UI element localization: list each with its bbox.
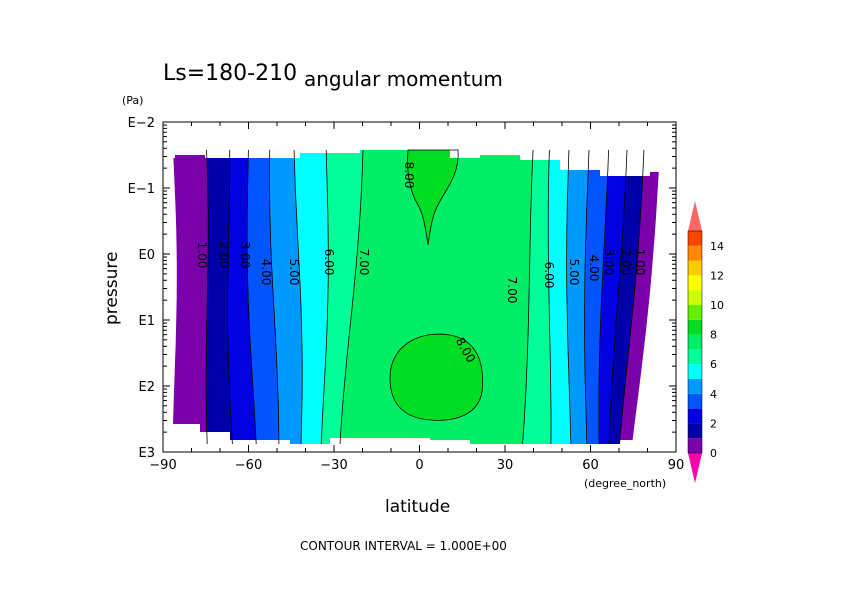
contour-label: 5.00 [287,259,301,286]
contour-label: 1.00 [195,242,209,269]
colorbar-frame [687,230,703,454]
colorbar-swatch [688,334,702,350]
colorbar-swatch [688,379,702,394]
contour-line [547,149,552,445]
contour-label: 3.00 [238,242,252,269]
missing-data-top [163,122,676,176]
contour-label: 6.00 [322,249,336,276]
contour-lines [205,149,645,445]
contour-line [246,149,257,445]
contour-line [205,149,209,445]
x-axis: −90 −60 −30 0 30 60 90 [149,122,684,473]
colorbar-tick-label: 2 [710,417,717,430]
contour-line [566,149,572,445]
colorbar-tick-label: 8 [710,329,717,342]
colorbar-swatch [688,275,702,291]
colorbar-swatch [688,260,702,276]
colorbar-swatch [688,245,702,261]
contour-line [619,149,645,445]
colorbar: 0 2 4 6 8 10 12 14 [687,201,724,483]
colorbar-swatch [688,290,702,305]
y-tick-label: E−2 [128,116,155,131]
contour-line [407,149,459,246]
x-tick-label: 90 [668,458,685,473]
colorbar-swatch [688,423,702,439]
x-tick-label: −60 [235,458,262,473]
y-tick-label: E2 [139,380,156,395]
colorbar-swatch [688,438,702,453]
contour-label: 7.00 [505,277,519,304]
colorbar-swatch [688,231,702,246]
contour-label: 2.00 [217,242,231,269]
contour-label: 8.00 [402,162,416,189]
colorbar-tick-label: 0 [710,447,717,460]
contour-band [407,150,459,245]
x-tick-label: 0 [415,458,423,473]
contour-line [598,149,609,445]
colorbar-tick-label: 10 [710,299,724,312]
y-axis-label: pressure [102,252,122,325]
contour-label: 4.00 [587,255,601,282]
x-tick-label: 60 [582,458,599,473]
colorbar-over-arrow [688,201,702,231]
colorbar-swatch [688,364,702,379]
x-tick-label: −30 [320,458,347,473]
contour-label: 6.00 [542,262,556,289]
x-unit: (degree_north) [584,477,666,490]
y-tick-label: E0 [139,248,156,263]
x-tick-label: 30 [497,458,514,473]
y-unit: (Pa) [122,94,143,107]
colorbar-tick-label: 14 [710,240,724,253]
contour-line [389,333,483,421]
contour-line [339,149,364,445]
colorbar-under-arrow [688,453,702,483]
contour-label: 1.00 [633,249,647,276]
contour-band [340,150,534,444]
contour-line [584,149,590,445]
colorbar-swatch [688,319,702,335]
y-axis: E3 E2 E1 E0 E−1 E−2 [128,116,676,461]
colorbar-swatch [688,408,702,424]
contour-band [390,334,483,421]
x-tick-label: −90 [149,458,176,473]
y-tick-label: E3 [139,446,156,461]
contour-bands [163,122,676,452]
y-tick-label: E1 [139,314,156,329]
missing-data-bottom [163,424,676,452]
title-period: Ls=180-210 [163,61,297,86]
contour-line [320,149,329,445]
contour-interval-note: CONTOUR INTERVAL = 1.000E+00 [300,539,507,553]
contour-label: 5.00 [567,259,581,286]
contour-labels: 1.00 2.00 3.004.00 5.00 6.00 7.008.008.007.00… [195,162,647,365]
colorbar-swatch [688,305,702,320]
chart-title: angular momentum [304,67,503,91]
colorbar-swatch [688,393,702,409]
x-axis-label: latitude [385,497,450,517]
contour-line [608,149,628,445]
contour-label: 7.00 [357,249,371,276]
contour-line [293,149,303,445]
contour-line [522,149,534,445]
contour-line [227,150,233,445]
contour-label: 3.00 [602,249,616,276]
colorbar-swatch [688,349,702,365]
contour-label: 4.00 [259,259,273,286]
y-tick-label: E−1 [128,182,155,197]
contour-label: 2.00 [619,249,633,276]
colorbar-tick-label: 4 [710,388,717,401]
colorbar-tick-label: 6 [710,358,717,371]
contour-line [269,149,280,445]
colorbar-tick-label: 12 [710,269,724,282]
